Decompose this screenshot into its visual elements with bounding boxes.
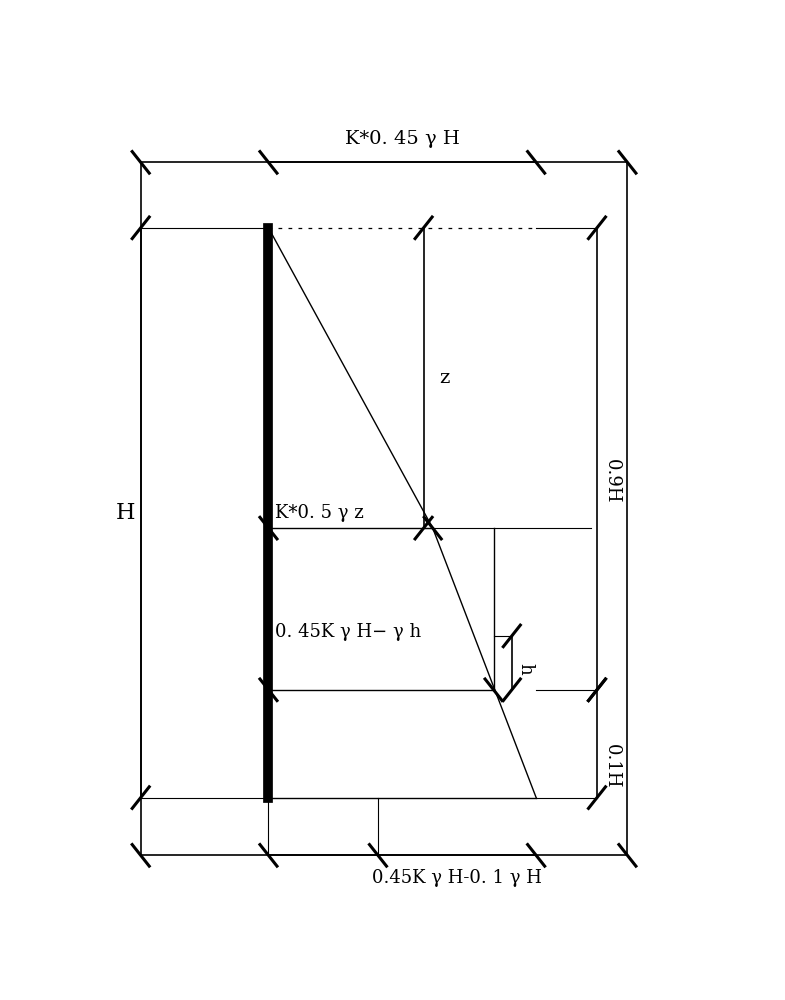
Text: 0.45K γ H-0. 1 γ H: 0.45K γ H-0. 1 γ H bbox=[372, 869, 542, 887]
Text: h: h bbox=[517, 663, 535, 675]
Text: z: z bbox=[439, 369, 449, 387]
Text: K*0. 45 γ H: K*0. 45 γ H bbox=[345, 130, 460, 148]
Text: K*0. 5 γ z: K*0. 5 γ z bbox=[275, 504, 363, 522]
Text: H: H bbox=[115, 502, 135, 524]
Text: 0.9H: 0.9H bbox=[603, 459, 621, 503]
Text: 0.1H: 0.1H bbox=[603, 744, 621, 788]
Text: 0. 45K γ H− γ h: 0. 45K γ H− γ h bbox=[275, 623, 421, 641]
